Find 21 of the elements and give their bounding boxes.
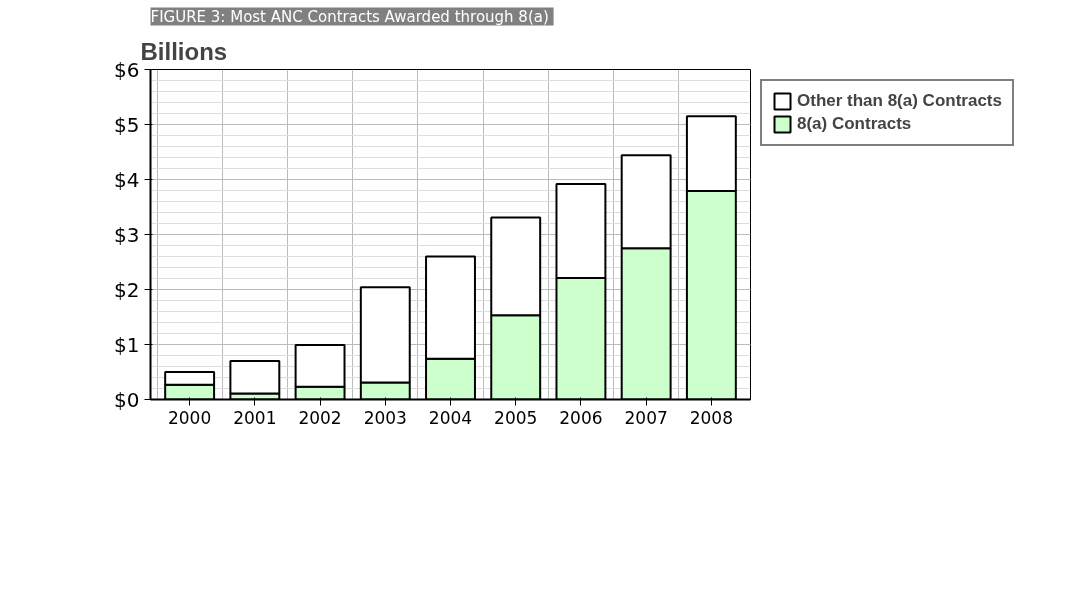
y-tick-label: $6 <box>114 57 140 82</box>
x-tick-label: 2004 <box>428 407 473 428</box>
x-tick-label: 2007 <box>624 407 668 428</box>
y-tick-label: $2 <box>114 277 140 302</box>
x-tick-label: 2001 <box>233 407 277 428</box>
y-tick-label: $1 <box>114 332 140 357</box>
x-tick-label: 2002 <box>298 407 342 428</box>
y-tick-label: $3 <box>114 222 140 247</box>
y-tick-label: $5 <box>114 112 140 137</box>
y-axis-title: Billions <box>140 37 228 65</box>
bar <box>229 360 281 395</box>
y-tick-label: $4 <box>114 167 140 192</box>
x-tick-label: 2000 <box>168 407 212 428</box>
x-tick-label: 2006 <box>559 407 603 428</box>
y-tick-label: $0 <box>114 387 140 412</box>
legend-label: 8(a) Contracts <box>797 114 912 134</box>
legend-label: Other than 8(a) Contracts <box>797 91 1002 111</box>
x-tick-label: 2008 <box>689 407 733 428</box>
x-tick-label: 2005 <box>494 407 538 428</box>
chart-title: FIGURE 3: Most ANC Contracts Awarded through 8(a) <box>150 7 549 26</box>
x-tick-label: 2003 <box>363 407 407 428</box>
